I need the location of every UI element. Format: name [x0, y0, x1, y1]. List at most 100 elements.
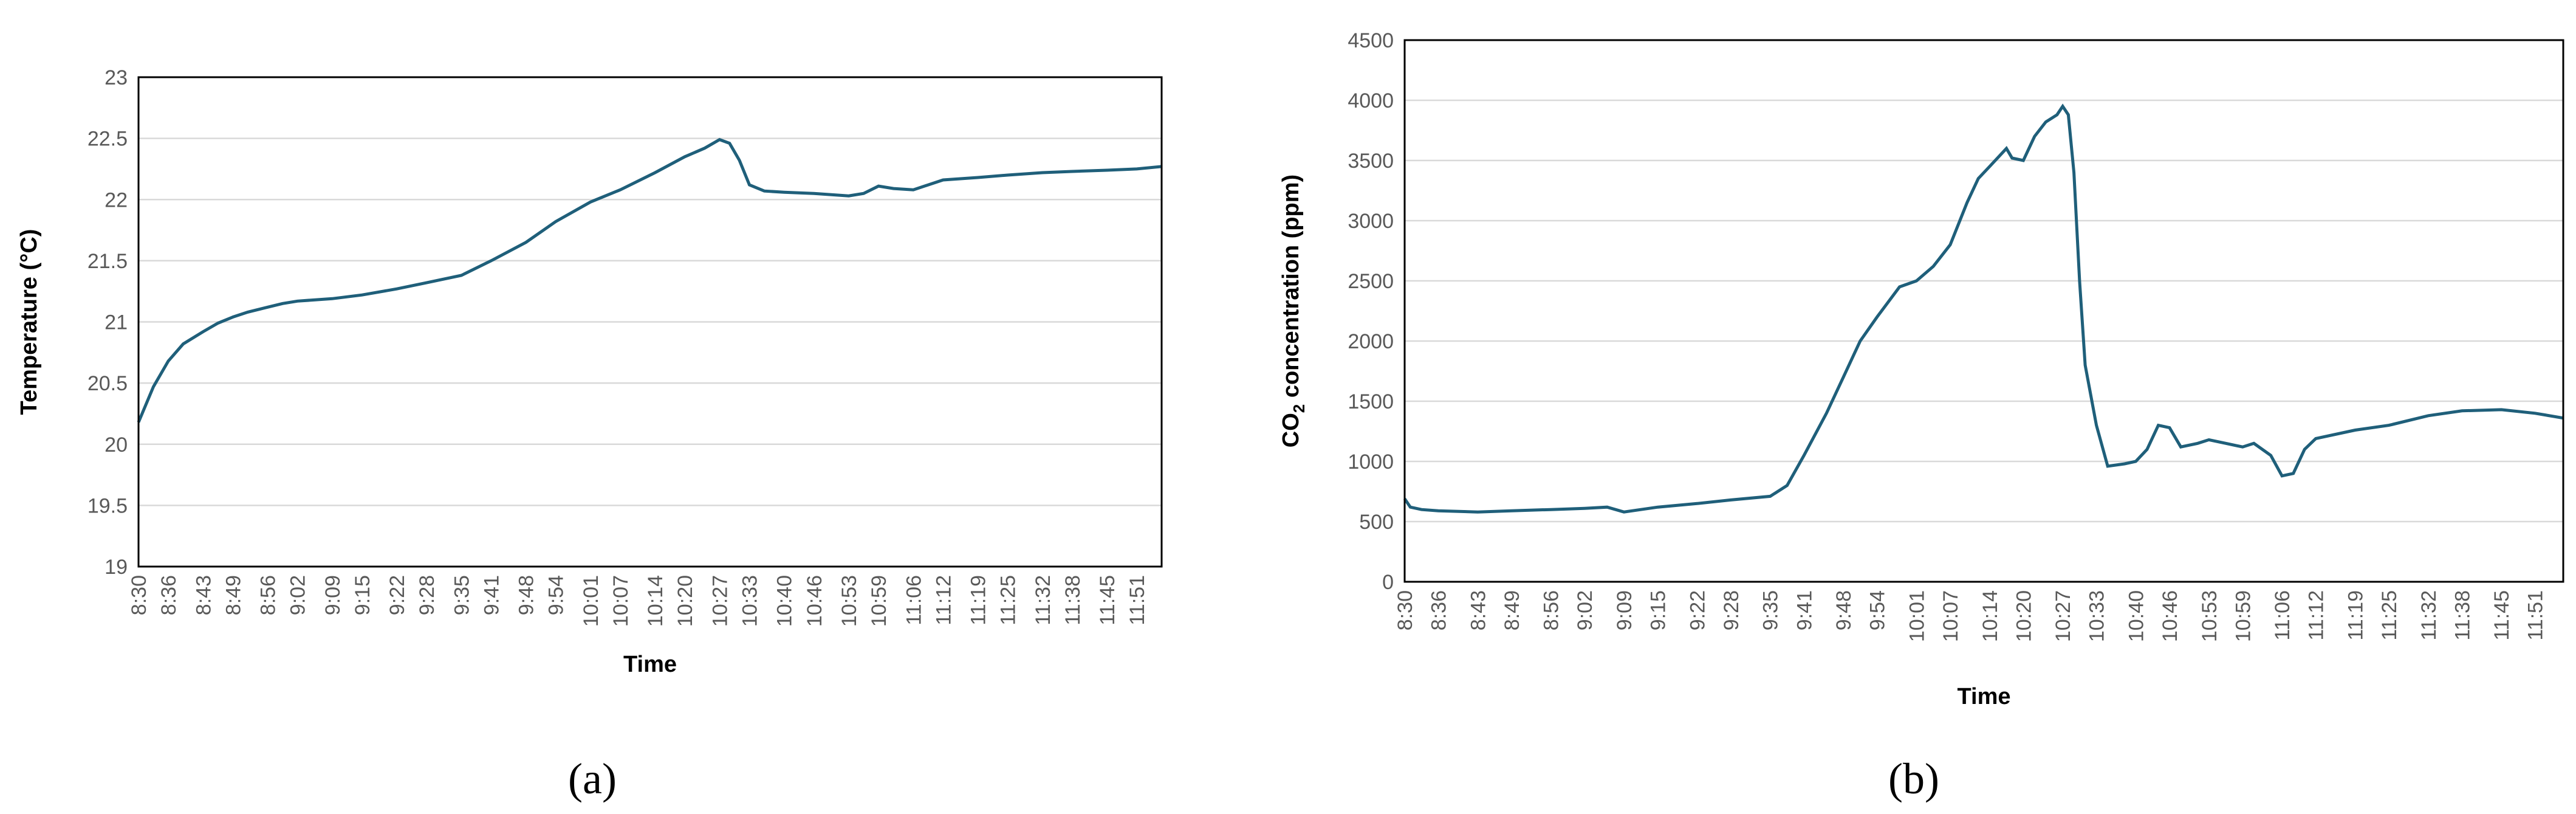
x-tick-label: 9:35 [1759, 590, 1783, 630]
co2-gridlines [1405, 39, 2563, 523]
x-tick-label: 9:54 [1866, 590, 1889, 630]
panel-label-a: (a) [568, 754, 617, 803]
co2-y-axis-title-main: CO [1278, 413, 1304, 447]
y-tick-label: 3500 [1348, 150, 1394, 173]
co2-y-axis-title: CO2 concentration (ppm) [1278, 174, 1308, 447]
x-tick-label: 10:33 [2086, 590, 2109, 642]
x-tick-label: 9:02 [287, 575, 310, 615]
y-tick-label: 0 [1382, 571, 1394, 594]
x-tick-label: 10:01 [580, 575, 603, 627]
y-tick-label: 20.5 [87, 372, 128, 395]
x-tick-label: 9:48 [1832, 590, 1855, 630]
x-tick-label: 10:59 [868, 575, 891, 627]
x-tick-label: 10:40 [2125, 590, 2148, 642]
y-tick-label: 4500 [1348, 29, 1394, 52]
x-tick-label: 9:41 [1793, 590, 1816, 630]
x-tick-label: 9:15 [351, 575, 374, 615]
x-tick-label: 9:28 [1720, 590, 1743, 630]
temperature-y-tick-labels: 19 19.5 20 20.5 21 21.5 22 22.5 23 [87, 66, 128, 579]
x-tick-label: 11:19 [967, 575, 990, 626]
y-tick-label: 23 [104, 66, 128, 89]
x-tick-label: 11:45 [2490, 590, 2513, 641]
x-tick-label: 8:56 [257, 575, 280, 615]
x-tick-label: 8:49 [1501, 590, 1524, 630]
x-tick-label: 9:22 [1686, 590, 1709, 630]
temperature-plot-frame [137, 76, 1163, 568]
x-tick-label: 9:02 [1574, 590, 1597, 630]
x-tick-label: 10:14 [644, 575, 667, 627]
co2-x-axis-title: Time [1957, 684, 2010, 709]
y-tick-label: 1000 [1348, 450, 1394, 474]
x-tick-label: 10:14 [1979, 590, 2002, 642]
x-tick-label: 10:46 [2159, 590, 2182, 642]
x-tick-label: 9:09 [1613, 590, 1636, 630]
x-tick-label: 10:01 [1905, 590, 1928, 642]
y-tick-label: 19 [104, 556, 128, 579]
x-tick-label: 11:38 [2451, 590, 2474, 641]
x-tick-label: 11:06 [902, 575, 925, 626]
y-tick-label: 4000 [1348, 89, 1394, 112]
x-tick-label: 11:25 [997, 575, 1020, 626]
x-tick-label: 10:53 [838, 575, 861, 627]
x-tick-label: 9:15 [1647, 590, 1670, 630]
y-tick-label: 2500 [1348, 270, 1394, 293]
co2-x-tick-labels: 8:30 8:36 8:43 8:49 8:56 9:02 9:09 9:15 9:22 9:28… [1394, 590, 2547, 642]
x-tick-label: 11:25 [2378, 590, 2401, 641]
x-tick-label: 11:51 [2524, 590, 2547, 641]
y-tick-label: 500 [1359, 511, 1394, 534]
x-tick-label: 11:19 [2344, 590, 2367, 641]
co2-y-axis-title-rest: concentration (ppm) [1278, 174, 1304, 404]
x-tick-label: 8:43 [192, 575, 215, 615]
x-tick-label: 11:51 [1126, 575, 1149, 626]
x-tick-label: 8:56 [1540, 590, 1563, 630]
x-tick-label: 10:46 [803, 575, 826, 627]
x-tick-label: 10:07 [609, 575, 632, 627]
co2-chart: 0 500 1000 1500 2000 2500 3000 3500 4000 4500 8:3… [1278, 29, 2564, 803]
x-tick-label: 11:32 [1032, 575, 1055, 626]
x-tick-label: 10:27 [708, 575, 731, 627]
x-tick-label: 8:30 [128, 575, 151, 615]
y-tick-label: 22 [104, 188, 128, 212]
x-tick-label: 10:59 [2232, 590, 2255, 642]
x-tick-label: 10:33 [738, 575, 761, 627]
x-tick-label: 10:40 [773, 575, 796, 627]
x-tick-label: 11:12 [932, 575, 955, 626]
x-tick-label: 11:06 [2271, 590, 2294, 641]
x-tick-label: 9:48 [515, 575, 538, 615]
y-tick-label: 22.5 [87, 128, 128, 151]
co2-y-tick-labels: 0 500 1000 1500 2000 2500 3000 3500 4000 4500 [1348, 29, 1394, 594]
x-tick-label: 8:30 [1394, 590, 1417, 630]
x-tick-label: 11:45 [1096, 575, 1119, 626]
y-tick-label: 2000 [1348, 330, 1394, 353]
x-tick-label: 10:20 [2012, 590, 2035, 642]
x-tick-label: 8:36 [1428, 590, 1451, 630]
x-tick-label: 8:43 [1467, 590, 1490, 630]
y-tick-label: 21 [104, 311, 128, 334]
x-tick-label: 9:35 [450, 575, 473, 615]
y-tick-label: 21.5 [87, 250, 128, 273]
x-tick-label: 11:12 [2305, 590, 2328, 641]
x-tick-label: 9:28 [416, 575, 439, 615]
x-tick-label: 9:41 [480, 575, 503, 615]
co2-y-axis-title-subscript: 2 [1290, 404, 1308, 413]
x-tick-label: 9:54 [545, 575, 568, 615]
temperature-x-axis-title: Time [623, 652, 677, 677]
co2-plot-frame [1403, 39, 2564, 583]
temperature-y-axis-title: Temperature (°C) [16, 229, 42, 415]
x-tick-label: 10:27 [2052, 590, 2075, 642]
temperature-gridlines [139, 76, 1162, 506]
x-tick-label: 9:22 [386, 575, 409, 615]
y-tick-label: 3000 [1348, 210, 1394, 233]
temperature-x-tick-labels: 8:30 8:36 8:43 8:49 8:56 9:02 9:09 9:15 9:22 9:28… [128, 575, 1149, 627]
x-tick-label: 8:36 [157, 575, 180, 615]
x-tick-label: 10:07 [1939, 590, 1962, 642]
y-tick-label: 19.5 [87, 494, 128, 517]
x-tick-label: 10:53 [2198, 590, 2221, 642]
x-tick-label: 10:20 [674, 575, 697, 627]
y-tick-label: 1500 [1348, 390, 1394, 413]
x-tick-label: 8:49 [222, 575, 245, 615]
x-tick-label: 11:32 [2417, 590, 2441, 641]
co2-series-line [1403, 103, 2564, 514]
